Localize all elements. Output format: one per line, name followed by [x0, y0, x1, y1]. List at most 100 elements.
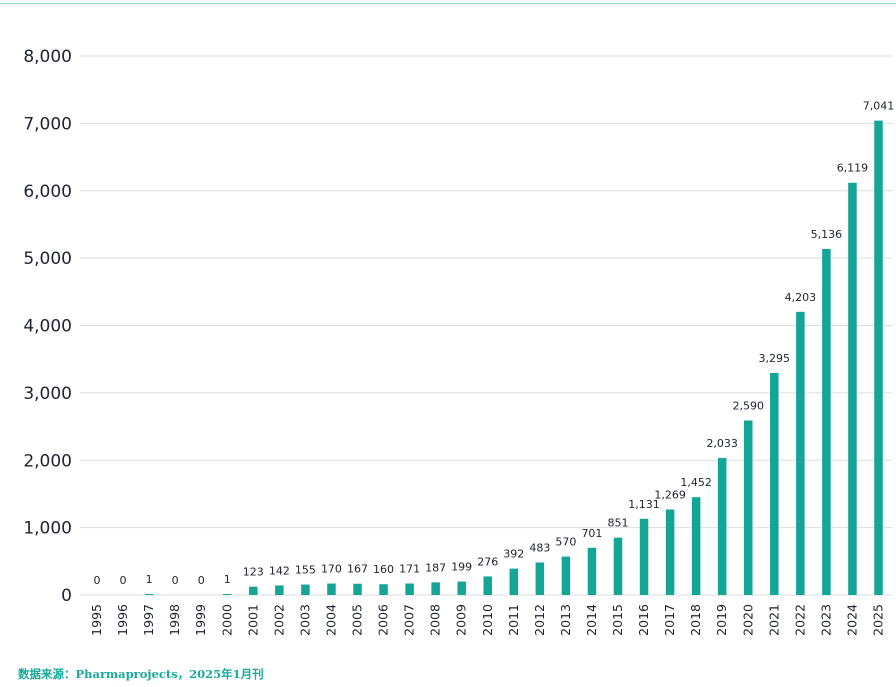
- bar-value-label: 1: [146, 573, 153, 586]
- x-tick-label: 2000: [219, 604, 234, 636]
- y-tick-label: 0: [61, 586, 72, 606]
- bar-value-label: 123: [243, 566, 264, 579]
- y-tick-label: 6,000: [23, 182, 72, 202]
- x-tick-label: 2015: [610, 604, 625, 636]
- bar-value-label: 2,033: [706, 437, 738, 450]
- x-axis-tick-labels: 1995 1996 1997 1998 1999 2000 2001 2002 2003 2004…: [89, 604, 886, 636]
- bar: [301, 584, 310, 595]
- bar: [770, 372, 779, 595]
- bar: [874, 120, 883, 596]
- x-tick-label: 2016: [636, 604, 651, 636]
- bar: [483, 576, 492, 595]
- y-tick-label: 7,000: [23, 114, 72, 134]
- bar-value-label: 3,295: [759, 352, 791, 365]
- bar: [691, 497, 701, 595]
- bar-value-label: 171: [399, 562, 420, 575]
- bar-value-label: 1: [224, 573, 231, 586]
- bar-value-label: 4,203: [785, 291, 817, 304]
- bar-value-label: 199: [451, 561, 472, 574]
- x-tick-label: 2020: [740, 604, 755, 636]
- x-tick-label: 2010: [480, 604, 495, 636]
- bar-value-label: 1,269: [654, 489, 686, 502]
- y-tick-label: 3,000: [23, 384, 72, 404]
- bar: [353, 583, 362, 595]
- x-tick-label: 2005: [350, 604, 365, 636]
- y-tick-label: 1,000: [23, 519, 72, 539]
- x-tick-label: 2006: [376, 604, 391, 636]
- x-tick-label: 2019: [714, 604, 729, 636]
- bar: [223, 594, 232, 595]
- bar: [509, 568, 519, 595]
- source-note: 数据来源：Pharmaprojects，2025年1月刊: [18, 667, 264, 681]
- bar: [249, 586, 258, 595]
- bar-value-label: 570: [555, 536, 576, 549]
- bar: [822, 248, 831, 595]
- bar-value-label: 0: [120, 574, 127, 587]
- bar-value-label: 155: [295, 564, 316, 577]
- x-tick-label: 2023: [818, 604, 833, 636]
- y-tick-label: 5,000: [23, 249, 72, 269]
- x-tick-label: 1998: [167, 604, 182, 636]
- y-tick-label: 2,000: [23, 451, 72, 471]
- x-tick-label: 2012: [532, 604, 547, 636]
- x-tick-label: 1996: [115, 604, 130, 636]
- bar-value-label: 483: [529, 541, 550, 554]
- bar-value-label: 2,590: [733, 399, 765, 412]
- bar: [535, 562, 545, 595]
- bar-value-label: 7,041: [863, 100, 895, 113]
- x-tick-label: 2002: [271, 604, 286, 636]
- x-tick-label: 2004: [323, 604, 338, 636]
- y-axis-tick-labels: 0 1,000 2,000 3,000 4,000 5,000 6,000 7,000 8,00…: [23, 47, 72, 606]
- bar: [613, 537, 623, 595]
- x-tick-label: 2021: [766, 604, 781, 636]
- bar-value-label: 167: [347, 563, 368, 576]
- x-tick-label: 2017: [662, 604, 677, 636]
- gridlines: [80, 55, 892, 596]
- bar: [379, 584, 388, 595]
- x-tick-label: 1995: [89, 604, 104, 636]
- x-tick-label: 2025: [871, 604, 886, 636]
- bar: [327, 583, 336, 595]
- bar: [587, 547, 597, 595]
- bar: [717, 458, 727, 595]
- bar: [405, 583, 414, 595]
- x-tick-label: 2001: [245, 604, 260, 636]
- x-tick-label: 2014: [584, 604, 599, 636]
- bar-value-label: 6,119: [837, 162, 869, 175]
- bar-value-label: 160: [373, 563, 394, 576]
- bar: [431, 582, 440, 595]
- x-tick-label: 2022: [792, 604, 807, 636]
- bar-value-label: 851: [608, 517, 629, 530]
- bars: [144, 120, 883, 596]
- x-tick-label: 1999: [193, 604, 208, 636]
- x-tick-label: 2008: [428, 604, 443, 636]
- x-tick-label: 2009: [454, 604, 469, 636]
- bar-value-label: 142: [269, 564, 290, 577]
- x-tick-label: 2024: [844, 604, 859, 636]
- bar-value-label: 187: [425, 561, 446, 574]
- top-accent-rule: [0, 3, 896, 4]
- bar-value-label: 1,131: [628, 498, 660, 511]
- bar: [275, 585, 284, 595]
- bar-value-label: 392: [503, 548, 524, 561]
- bar: [744, 420, 753, 595]
- bar-value-labels: 0 0 1 0 0 1 123 142 155 170 167 160 171 187 199 276 392 4…: [94, 100, 895, 587]
- bar-value-label: 0: [172, 574, 179, 587]
- bar-value-label: 5,136: [811, 228, 843, 241]
- bar-value-label: 170: [321, 563, 342, 576]
- bar-value-label: 0: [94, 574, 101, 587]
- x-tick-label: 2013: [558, 604, 573, 636]
- bar-value-label: 701: [581, 527, 602, 540]
- bar: [665, 509, 675, 595]
- bar-value-label: 0: [198, 574, 205, 587]
- x-tick-label: 2007: [402, 604, 417, 636]
- x-tick-label: 2018: [688, 604, 703, 636]
- x-tick-label: 1997: [141, 604, 156, 636]
- bar-value-label: 1,452: [680, 476, 712, 489]
- bar: [457, 581, 466, 595]
- y-tick-label: 4,000: [23, 317, 72, 337]
- x-tick-label: 2003: [297, 604, 312, 636]
- bar: [848, 182, 857, 596]
- bar: [144, 594, 154, 595]
